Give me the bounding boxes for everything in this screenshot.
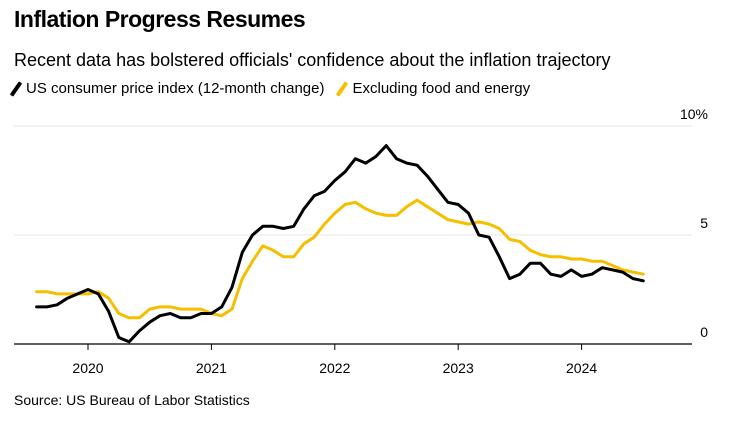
chart-title: Inflation Progress Resumes bbox=[14, 6, 306, 32]
y-tick-label-5: 5 bbox=[700, 215, 708, 231]
x-tick-label-2020: 2020 bbox=[72, 360, 103, 376]
chart-subtitle: Recent data has bolstered officials' con… bbox=[14, 50, 611, 70]
grid-layer bbox=[14, 125, 692, 236]
y-tick-label-10: 10% bbox=[680, 106, 708, 122]
x-tick-label-2022: 2022 bbox=[319, 360, 350, 376]
x-tick-label-2024: 2024 bbox=[566, 360, 597, 376]
series-line-core-cpi bbox=[35, 198, 645, 320]
series-layer bbox=[35, 144, 645, 344]
legend-label-headline: US consumer price index (12-month change… bbox=[26, 80, 325, 97]
series-line-headline-cpi bbox=[35, 144, 645, 344]
x-tick-label-2021: 2021 bbox=[196, 360, 227, 376]
legend-item-headline: US consumer price index (12-month change… bbox=[9, 80, 325, 97]
legend: US consumer price index (12-month change… bbox=[9, 80, 546, 97]
x-tick-label-2023: 2023 bbox=[443, 360, 474, 376]
source-note: Source: US Bureau of Labor Statistics bbox=[14, 392, 250, 408]
y-tick-label-0: 0 bbox=[700, 324, 708, 340]
legend-item-core: Excluding food and energy bbox=[336, 80, 531, 97]
axis-layer: 0 5 10% 2020 2021 2022 2023 2024 bbox=[14, 106, 708, 376]
legend-label-core: Excluding food and energy bbox=[352, 80, 531, 97]
